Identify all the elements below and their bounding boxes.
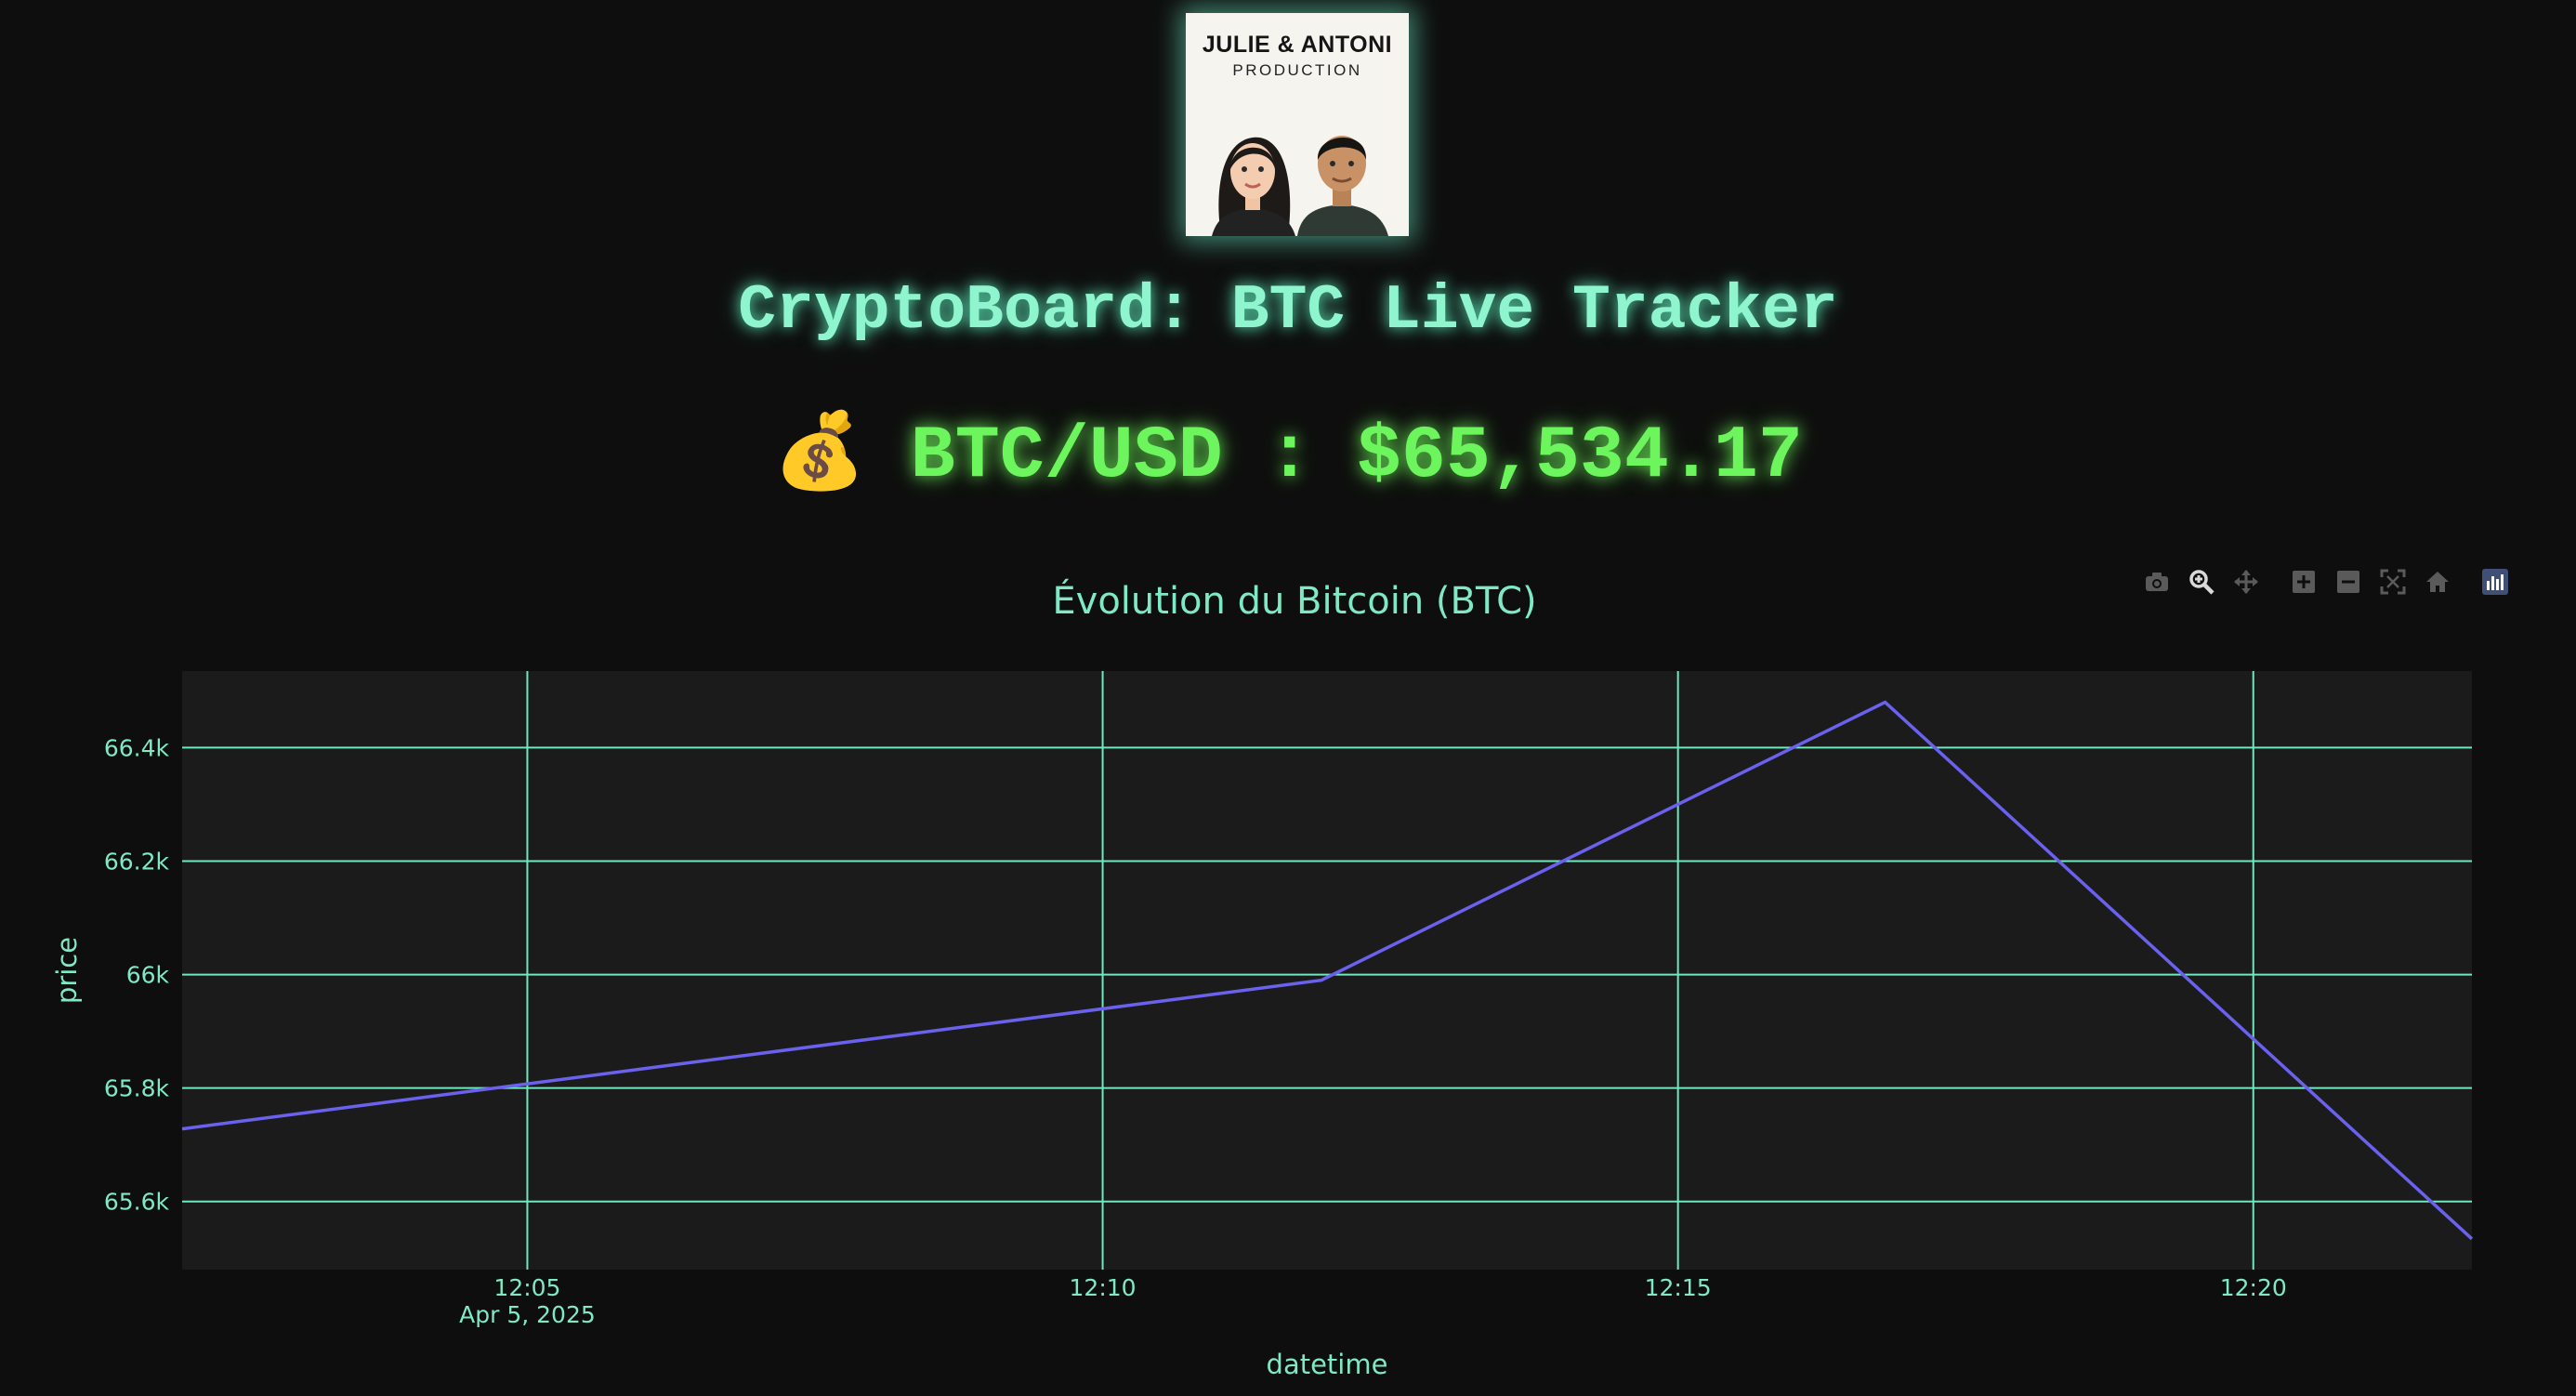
y-tick-label: 66.2k	[104, 848, 170, 875]
x-axis-title: datetime	[1267, 1349, 1388, 1380]
x-tick-label: 12:10	[1070, 1274, 1137, 1301]
x-tick-label: 12:05	[493, 1274, 560, 1301]
x-tick-label: 12:15	[1645, 1274, 1712, 1301]
plot-area[interactable]	[182, 671, 2472, 1270]
y-tick-label: 65.6k	[104, 1189, 170, 1216]
y-tick-label: 65.8k	[104, 1075, 170, 1102]
y-tick-label: 66k	[126, 962, 170, 989]
chart-title: Évolution du Bitcoin (BTC)	[1052, 578, 1536, 623]
y-axis-title: price	[51, 937, 83, 1004]
x-axis-date-label: Apr 5, 2025	[459, 1301, 596, 1328]
y-tick-label: 66.4k	[104, 734, 170, 761]
x-tick-label: 12:20	[2220, 1274, 2287, 1301]
